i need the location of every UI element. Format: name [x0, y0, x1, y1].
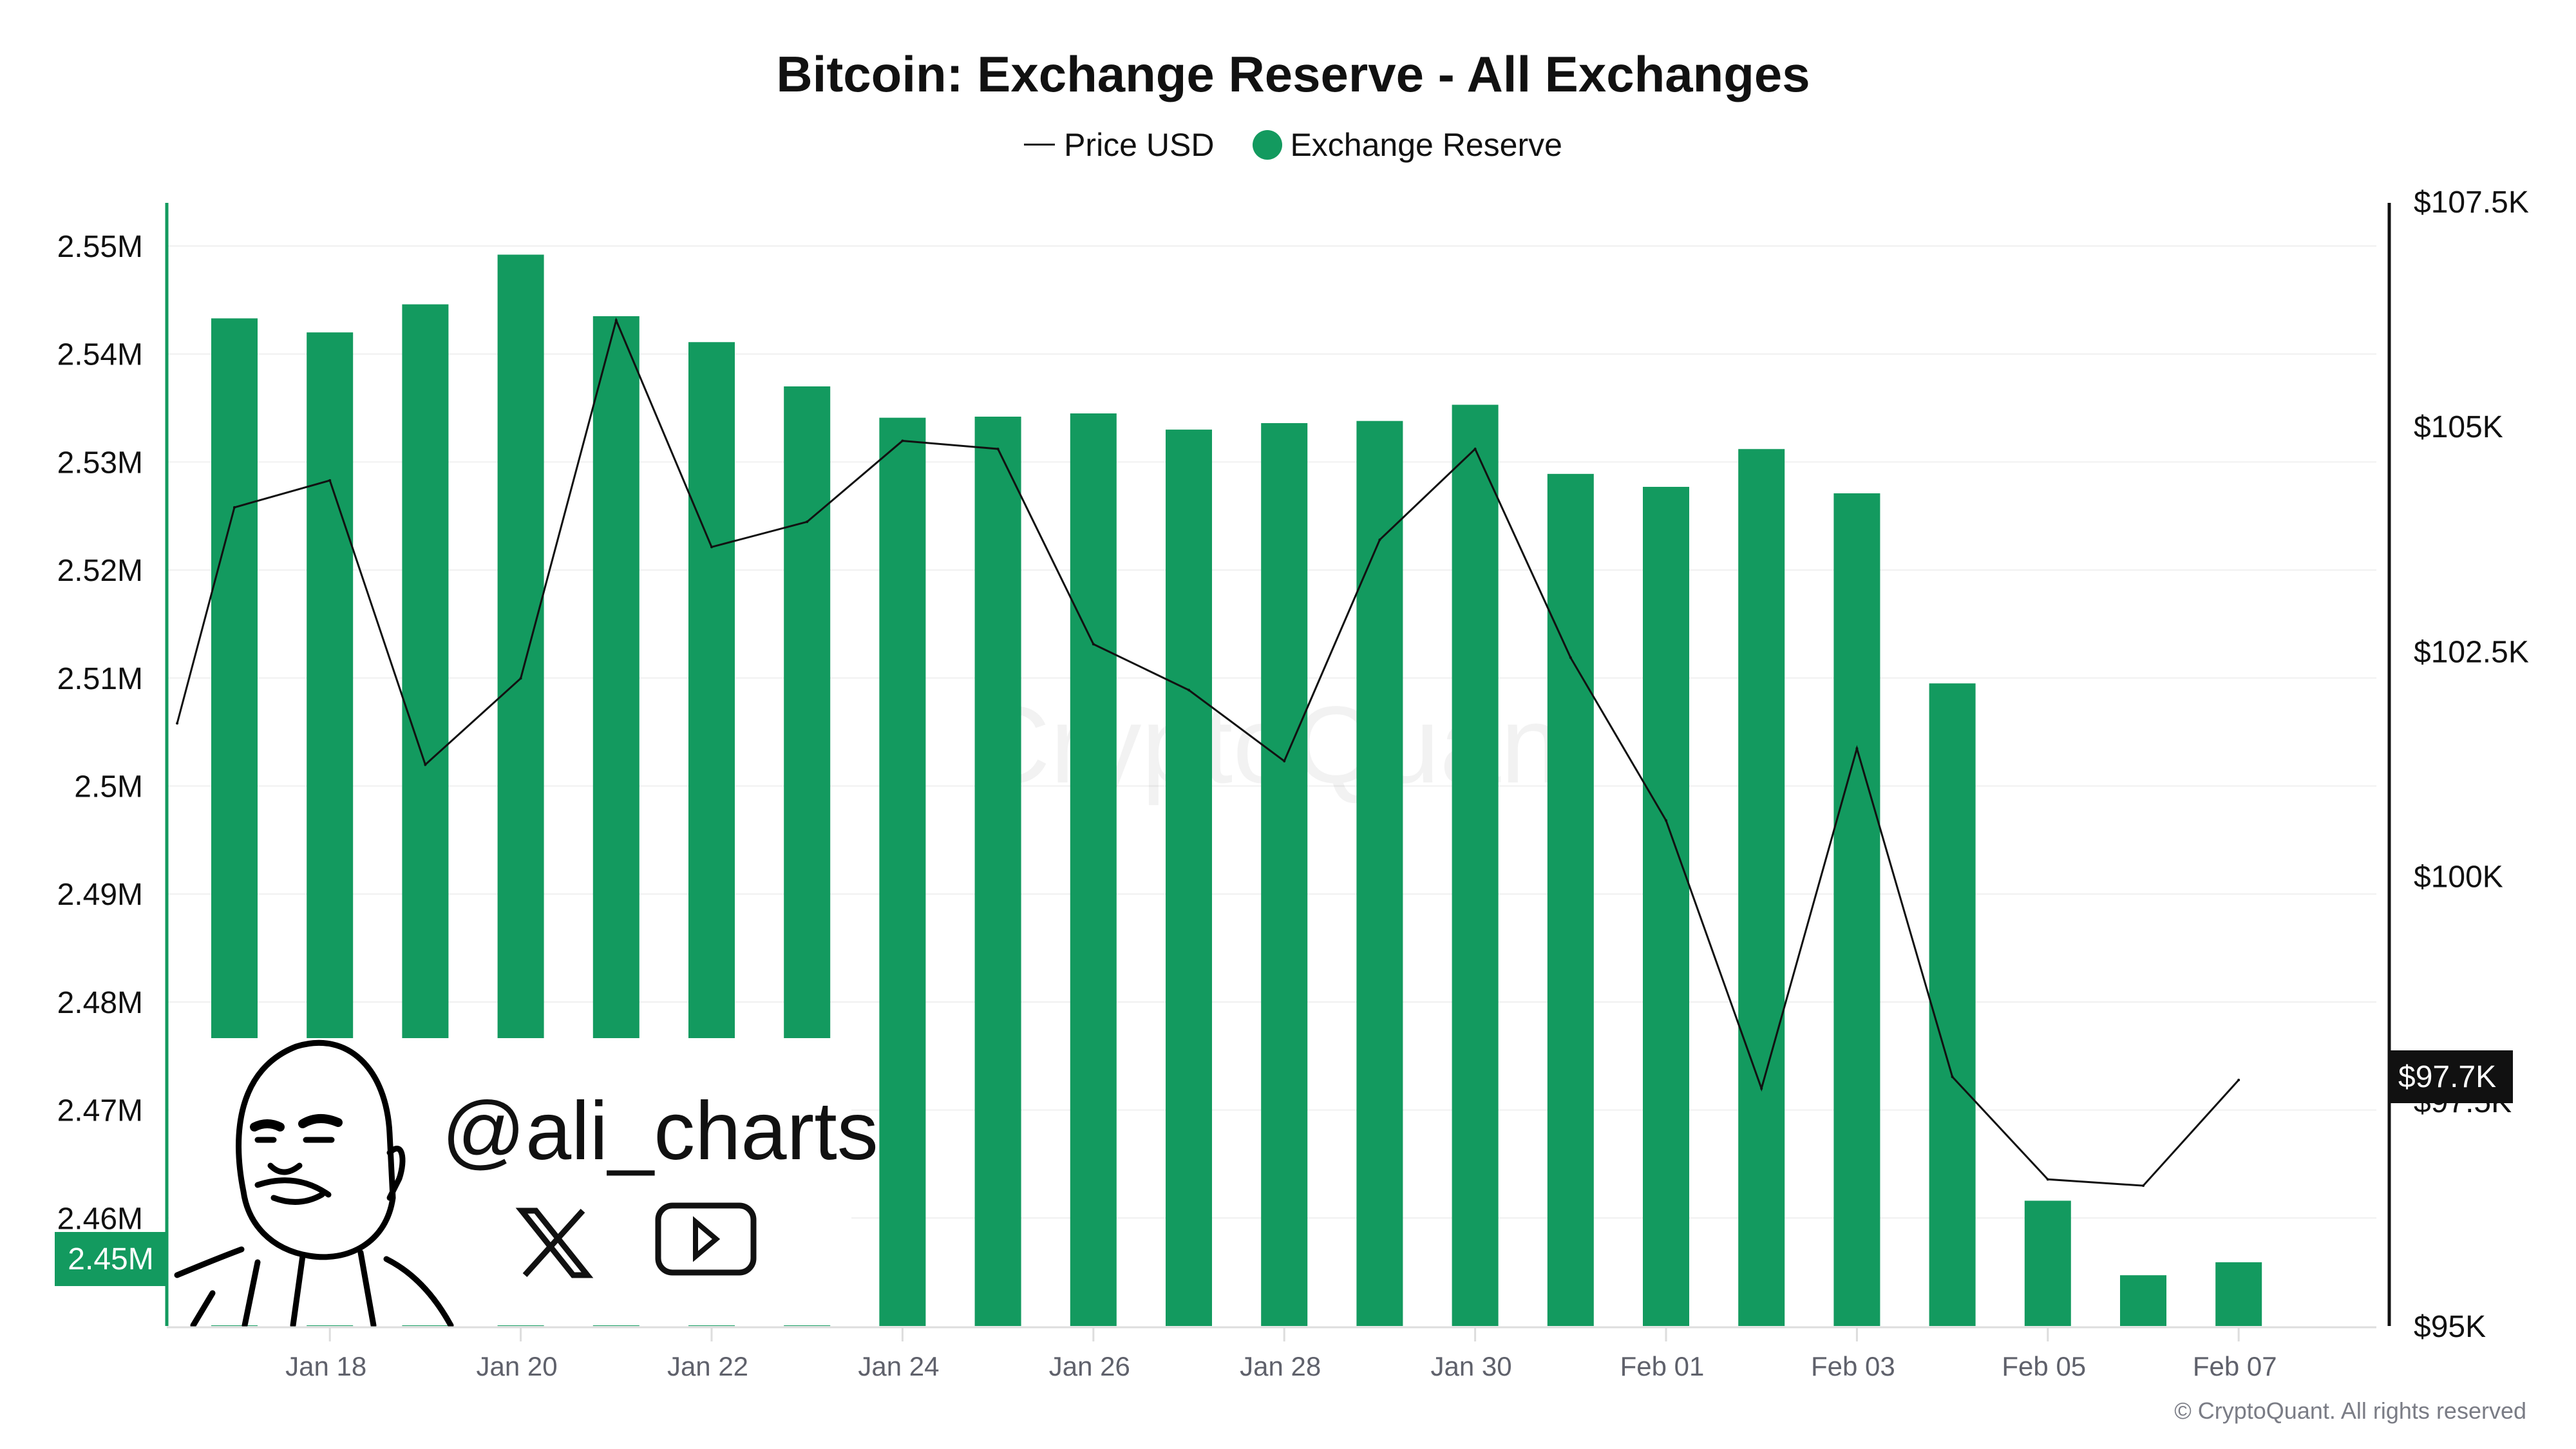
y-left-tick-label: 2.54M — [57, 338, 143, 372]
bar-jan-26[interactable] — [1070, 413, 1117, 1326]
price-point — [424, 763, 427, 766]
bar-feb-05[interactable] — [2024, 1200, 2071, 1326]
author-overlay: @ali_charts — [169, 1038, 878, 1329]
price-point — [2237, 1078, 2240, 1081]
youtube-icon[interactable] — [655, 1202, 757, 1276]
price-point — [1283, 759, 1286, 762]
y-left-tick-label: 2.49M — [57, 878, 143, 912]
current-price-label: $97.7K — [2398, 1060, 2496, 1094]
x-tick-label: Jan 18 — [285, 1351, 366, 1381]
price-point — [1951, 1075, 1954, 1079]
price-point — [710, 545, 713, 549]
meme-face-icon — [174, 1039, 454, 1329]
y-right-tick-label: $100K — [2414, 860, 2503, 895]
bar-jan-25[interactable] — [974, 416, 1021, 1326]
price-point — [1092, 643, 1095, 646]
x-tick-label: Feb 03 — [1811, 1351, 1895, 1381]
price-point — [901, 439, 904, 442]
bar-jan-27[interactable] — [1166, 430, 1212, 1326]
bar-jan-31[interactable] — [1547, 473, 1594, 1327]
x-tick-label: Jan 22 — [667, 1351, 748, 1381]
y-right-tick-label: $95K — [2414, 1310, 2486, 1344]
bar-feb-06[interactable] — [2120, 1275, 2166, 1326]
x-tick-label: Feb 07 — [2193, 1351, 2277, 1381]
x-tick-label: Jan 28 — [1240, 1351, 1321, 1381]
x-tick-label: Feb 01 — [1620, 1351, 1705, 1381]
bar-feb-03[interactable] — [1833, 493, 1880, 1327]
price-point — [1378, 538, 1381, 542]
bar-feb-04[interactable] — [1929, 683, 1976, 1326]
price-point — [1569, 656, 1572, 659]
price-point — [2142, 1184, 2145, 1188]
current-reserve-badge — [55, 1232, 167, 1286]
x-tick-label: Jan 20 — [477, 1351, 558, 1381]
y-right-tick-label: $105K — [2414, 410, 2503, 444]
legend-price[interactable]: Price USD — [1064, 126, 1215, 163]
y-left-tick-label: 2.51M — [57, 662, 143, 696]
y-left-tick-label: 2.53M — [57, 446, 143, 480]
y-left-tick-label: 2.5M — [74, 770, 143, 804]
x-tick-label: Jan 30 — [1431, 1351, 1512, 1381]
x-tick-label: Jan 24 — [858, 1351, 939, 1381]
bar-feb-07[interactable] — [2215, 1262, 2262, 1326]
y-left-tick-label: 2.48M — [57, 986, 143, 1020]
price-point — [519, 677, 522, 680]
bar-feb-01[interactable] — [1643, 486, 1689, 1327]
price-point — [1855, 747, 1859, 750]
bar-jan-24[interactable] — [879, 417, 926, 1326]
legend: Price USD Exchange Reserve — [0, 124, 2576, 164]
x-tick-label: Feb 05 — [2002, 1351, 2086, 1381]
x-logo-icon[interactable] — [515, 1208, 594, 1278]
y-left-tick-label: 2.55M — [57, 230, 143, 264]
legend-reserve[interactable]: Exchange Reserve — [1290, 126, 1562, 163]
price-point — [328, 479, 332, 482]
bar-jan-30[interactable] — [1452, 404, 1499, 1326]
legend-dot-swatch — [1253, 129, 1283, 160]
author-handle: @ali_charts — [442, 1085, 878, 1177]
price-point — [1665, 819, 1667, 822]
y-right-tick-label: $102.5K — [2414, 635, 2529, 669]
x-tick-label: Jan 26 — [1049, 1351, 1130, 1381]
y-left-tick-label: 2.47M — [57, 1094, 143, 1128]
price-point — [1473, 448, 1477, 451]
legend-line-swatch — [1024, 144, 1056, 146]
price-point — [1760, 1087, 1763, 1090]
y-right-tick-label: $107.5K — [2414, 185, 2529, 220]
current-reserve-label: 2.45M — [68, 1242, 153, 1276]
price-point — [2046, 1178, 2049, 1181]
bar-feb-02[interactable] — [1738, 449, 1785, 1326]
price-point — [996, 448, 999, 451]
bar-jan-28[interactable] — [1261, 423, 1308, 1326]
y-left-tick-label: 2.52M — [57, 554, 143, 588]
copyright: © CryptoQuant. All rights reserved — [2174, 1397, 2526, 1424]
chart-title: Bitcoin: Exchange Reserve - All Exchange… — [776, 46, 1810, 102]
current-price-badge — [2389, 1050, 2513, 1103]
price-point — [806, 520, 809, 524]
price-point — [614, 319, 618, 322]
price-point — [176, 722, 179, 725]
price-point — [233, 506, 236, 509]
bar-jan-29[interactable] — [1356, 421, 1403, 1326]
price-point — [1188, 688, 1190, 692]
y-left-tick-label: 2.46M — [57, 1202, 143, 1236]
